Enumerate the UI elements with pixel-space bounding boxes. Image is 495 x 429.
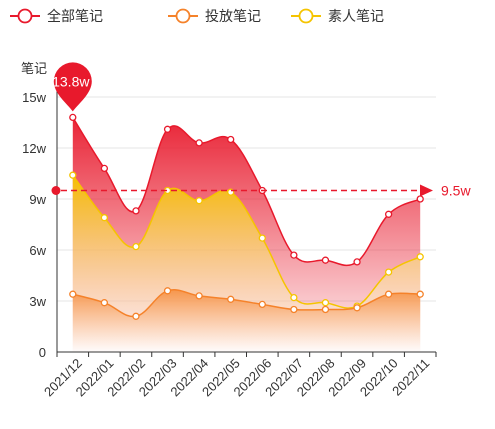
data-point[interactable] <box>321 256 330 264</box>
data-point[interactable] <box>416 253 424 261</box>
data-point[interactable] <box>227 135 235 144</box>
annotations: 9.5w 13.8w <box>51 62 471 199</box>
data-point[interactable] <box>100 164 109 173</box>
legend-swatch-marker <box>17 8 33 24</box>
data-point[interactable] <box>132 312 140 320</box>
data-point[interactable] <box>227 295 235 303</box>
legend-label: 全部笔记 <box>47 8 103 24</box>
data-point[interactable] <box>69 171 77 179</box>
legend-swatch-marker <box>298 8 314 24</box>
legend-label: 投放笔记 <box>205 8 261 24</box>
series-area-1 <box>72 289 421 352</box>
data-point[interactable] <box>195 197 203 205</box>
data-point[interactable] <box>195 139 203 147</box>
data-point[interactable] <box>290 305 298 314</box>
data-point[interactable] <box>163 287 172 295</box>
data-point[interactable] <box>416 195 424 203</box>
y-tick-label: 15w <box>22 90 46 105</box>
max-pin <box>53 62 92 112</box>
data-point[interactable] <box>258 300 266 309</box>
data-point[interactable] <box>100 214 109 222</box>
y-tick-label: 0 <box>39 345 46 360</box>
data-point[interactable] <box>416 290 424 298</box>
legend-item-1[interactable]: 投放笔记 <box>168 8 261 24</box>
data-point[interactable] <box>163 125 172 133</box>
y-tick-label: 6w <box>29 243 46 258</box>
data-point[interactable] <box>195 292 203 300</box>
data-point[interactable] <box>353 304 361 312</box>
y-tick-label: 3w <box>29 294 46 309</box>
legend-item-2[interactable]: 素人笔记 <box>291 8 384 24</box>
data-point[interactable] <box>69 113 77 122</box>
legend[interactable]: 全部笔记 投放笔记 素人笔记 <box>10 8 384 24</box>
data-point[interactable] <box>384 290 393 298</box>
data-point[interactable] <box>69 290 77 298</box>
y-tick-label: 9w <box>29 192 46 207</box>
series-areas <box>72 117 421 353</box>
data-point[interactable] <box>258 234 266 242</box>
data-point[interactable] <box>321 305 330 314</box>
y-axis-title: 笔记 <box>21 61 47 76</box>
average-line-arrow <box>420 184 433 197</box>
data-point[interactable] <box>132 207 140 215</box>
legend-item-0[interactable]: 全部笔记 <box>10 8 103 24</box>
average-line-label: 9.5w <box>441 183 471 199</box>
legend-swatch-marker <box>175 8 191 24</box>
series-points[interactable] <box>69 113 424 320</box>
data-point[interactable] <box>290 293 298 302</box>
max-pin-label: 13.8w <box>52 73 90 89</box>
data-point[interactable] <box>100 299 109 307</box>
average-line-start-dot <box>51 186 61 195</box>
data-point[interactable] <box>321 299 330 307</box>
legend-label: 素人笔记 <box>328 8 384 24</box>
data-point[interactable] <box>384 268 393 276</box>
data-point[interactable] <box>353 258 361 266</box>
data-point[interactable] <box>132 242 140 251</box>
y-tick-label: 12w <box>22 141 46 156</box>
data-point[interactable] <box>290 251 298 259</box>
data-point[interactable] <box>384 210 393 218</box>
